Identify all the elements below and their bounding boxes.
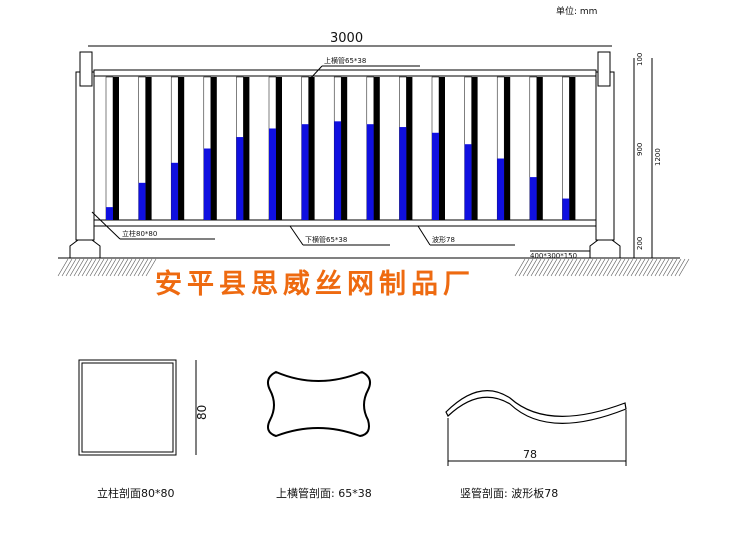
bar-black: [536, 77, 543, 220]
bottom-rail: [93, 219, 597, 227]
bar-black: [341, 77, 348, 220]
bar-black: [210, 77, 217, 220]
dim-top: 100: [636, 53, 644, 66]
bar-blue-fill: [529, 177, 537, 220]
bar-blue-fill: [334, 121, 342, 220]
company-name: 安平县思威丝网制品厂: [155, 269, 475, 300]
rail-section-profile: [267, 370, 371, 438]
rail-section-caption: 上横管剖面: 65*38: [276, 486, 372, 500]
bar-black: [439, 77, 445, 220]
bar-black: [504, 77, 511, 220]
bar-blue-fill: [269, 128, 276, 220]
bar-black: [276, 77, 282, 220]
dim-middle: 900: [636, 143, 644, 156]
left-post: [69, 51, 101, 259]
bar-blue-fill: [464, 144, 472, 220]
bar-section-caption: 竖管剖面: 波形板78: [460, 486, 558, 500]
bar-black: [569, 77, 576, 220]
bar-blue-fill: [106, 207, 113, 220]
wave-profile-dim: 78: [523, 448, 537, 461]
callout-base: 400*300*150: [530, 252, 577, 260]
callout-top-rail: 上横管65*38: [324, 56, 366, 65]
bar-blue-fill: [366, 124, 374, 220]
dim-total: 1200: [654, 148, 662, 166]
bar-section-profile: 78: [445, 390, 627, 466]
dim-bottom: 200: [636, 237, 644, 250]
callout-wave: 波形78: [432, 235, 455, 244]
callout-bottom-rail: 下横管65*38: [305, 235, 347, 244]
bar-black: [373, 77, 380, 220]
bar-blue-fill: [301, 124, 309, 220]
bar-blue-fill: [171, 162, 179, 220]
ground-hatching: [57, 257, 690, 277]
callout-post: 立柱80*80: [122, 229, 157, 238]
bar-blue-fill: [138, 182, 146, 220]
post-profile-dim: 80: [195, 405, 209, 420]
post-section-caption: 立柱剖面80*80: [97, 486, 175, 500]
unit-label: 单位: mm: [556, 5, 597, 17]
bar-blue-fill: [203, 148, 211, 220]
bar-blue-fill: [497, 158, 505, 220]
bar-black: [308, 77, 315, 220]
right-post: [589, 51, 621, 259]
width-dimension: 3000: [330, 31, 363, 46]
top-rail: [93, 69, 597, 77]
bar-black: [471, 77, 478, 220]
bar-blue-fill: [562, 198, 570, 220]
bar-blue-fill: [399, 127, 407, 220]
bar-black: [113, 77, 119, 220]
bar-blue-fill: [432, 132, 439, 220]
bar-white: [105, 76, 114, 221]
bar-black: [178, 77, 185, 220]
bar-blue-fill: [236, 137, 244, 220]
bar-black: [406, 77, 413, 220]
bar-black: [243, 77, 250, 220]
vertical-bars: [105, 76, 576, 221]
post-section-profile: 80: [78, 359, 209, 456]
bar-black: [145, 77, 152, 220]
